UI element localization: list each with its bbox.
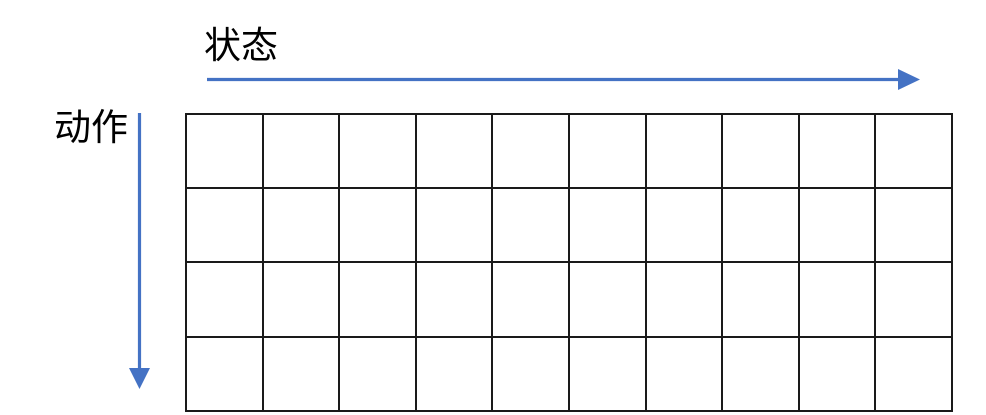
q-table-cell[interactable] xyxy=(797,112,877,190)
q-table-cell[interactable] xyxy=(874,261,953,338)
q-table-cell[interactable] xyxy=(261,187,341,264)
q-table-cell[interactable] xyxy=(644,261,724,338)
q-table-wrapper xyxy=(185,112,953,412)
q-table-cell[interactable] xyxy=(491,261,570,338)
q-table-cell[interactable] xyxy=(185,112,264,190)
action-arrow xyxy=(129,113,150,389)
q-table-cell[interactable] xyxy=(261,335,341,412)
action-arrow-head xyxy=(129,368,150,389)
action-axis-label: 动作 xyxy=(54,108,128,149)
q-table-cell[interactable] xyxy=(338,187,417,264)
q-table-cell[interactable] xyxy=(721,187,800,264)
q-table-cell[interactable] xyxy=(874,112,953,190)
q-table-row xyxy=(185,112,953,190)
q-table-cell[interactable] xyxy=(414,187,494,264)
state-arrow-head xyxy=(898,69,920,90)
q-table-cell[interactable] xyxy=(721,335,800,412)
q-table-cell[interactable] xyxy=(721,261,800,338)
state-axis-label: 状态 xyxy=(204,26,278,67)
q-table-cell[interactable] xyxy=(414,112,494,190)
state-arrow xyxy=(207,69,920,90)
q-table-cell[interactable] xyxy=(567,112,647,190)
q-table-row xyxy=(185,335,953,412)
q-table-cell[interactable] xyxy=(797,261,877,338)
q-table-cell[interactable] xyxy=(185,261,264,338)
q-table-cell[interactable] xyxy=(797,335,877,412)
q-table-cell[interactable] xyxy=(414,261,494,338)
q-table-cell[interactable] xyxy=(567,261,647,338)
q-table-cell[interactable] xyxy=(644,112,724,190)
q-table xyxy=(185,112,953,412)
q-table-cell[interactable] xyxy=(874,187,953,264)
q-table-cell[interactable] xyxy=(874,335,953,412)
q-table-cell[interactable] xyxy=(797,187,877,264)
q-table-body xyxy=(185,112,953,412)
q-table-cell[interactable] xyxy=(338,335,417,412)
q-table-row xyxy=(185,261,953,338)
q-table-cell[interactable] xyxy=(567,335,647,412)
q-table-cell[interactable] xyxy=(644,335,724,412)
q-table-cell[interactable] xyxy=(185,335,264,412)
q-table-cell[interactable] xyxy=(414,335,494,412)
q-table-cell[interactable] xyxy=(338,261,417,338)
q-table-cell[interactable] xyxy=(644,187,724,264)
q-table-cell[interactable] xyxy=(261,112,341,190)
q-table-cell[interactable] xyxy=(185,187,264,264)
q-table-cell[interactable] xyxy=(491,335,570,412)
q-table-cell[interactable] xyxy=(491,187,570,264)
q-table-cell[interactable] xyxy=(721,112,800,190)
q-table-cell[interactable] xyxy=(261,261,341,338)
q-table-row xyxy=(185,187,953,264)
q-table-cell[interactable] xyxy=(491,112,570,190)
q-table-cell[interactable] xyxy=(338,112,417,190)
q-table-cell[interactable] xyxy=(567,187,647,264)
